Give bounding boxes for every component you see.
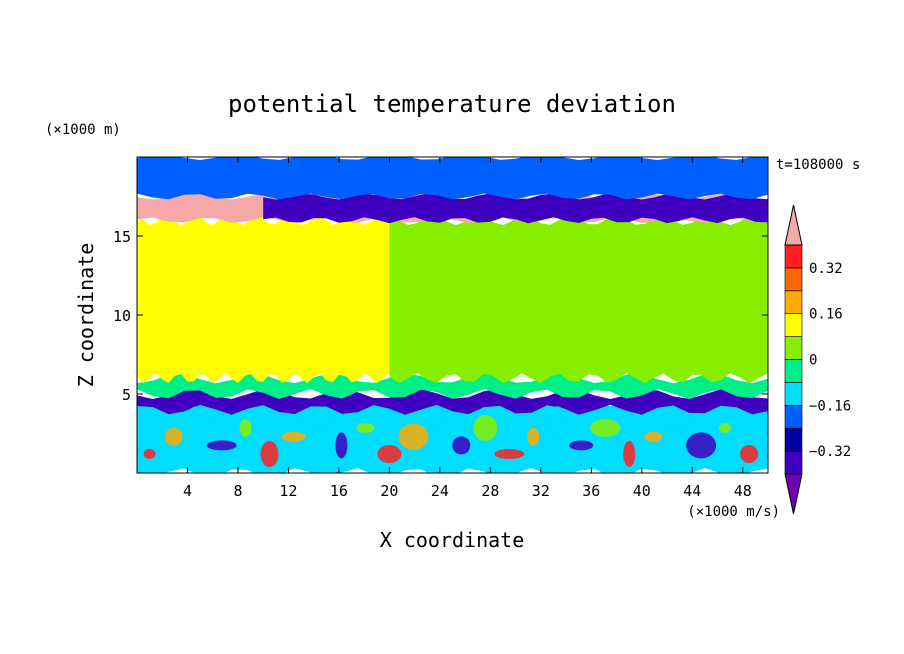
field-blob xyxy=(623,441,636,467)
field-blob xyxy=(164,427,183,446)
colorbar: 0.32 0.16 0 −0.16 −0.32 xyxy=(784,204,851,515)
y-tick-label: 10 xyxy=(113,307,131,325)
field-blob xyxy=(719,423,732,433)
field-blob xyxy=(398,423,429,450)
field-blob xyxy=(431,414,444,425)
colorbar-segment xyxy=(784,427,803,452)
colorbar-segment xyxy=(784,267,803,292)
region-mid-troposphere-east xyxy=(389,215,768,384)
colorbar-under-triangle xyxy=(784,473,803,515)
field-blob xyxy=(185,406,210,433)
field-blob xyxy=(302,410,333,429)
x-tick-label: 32 xyxy=(532,482,550,500)
field-blob xyxy=(686,432,717,459)
field-blob xyxy=(527,427,540,446)
x-tick-label: 44 xyxy=(683,482,701,500)
colorbar-label: 0 xyxy=(809,353,817,369)
field-blob xyxy=(143,449,156,459)
field-blob xyxy=(665,410,690,429)
x-tick-label: 16 xyxy=(330,482,348,500)
x-tick-label: 28 xyxy=(481,482,499,500)
field-blob xyxy=(494,449,525,459)
colorbar-segment xyxy=(784,336,803,360)
field-blob xyxy=(239,419,252,437)
field-blob xyxy=(377,445,402,463)
field-blob xyxy=(281,431,306,442)
region-cold-band-upper xyxy=(263,193,768,224)
field-blob xyxy=(452,436,471,455)
x-tick-label: 40 xyxy=(633,482,651,500)
colorbar-segment xyxy=(784,450,803,475)
colorbar-segment xyxy=(784,404,803,429)
chart-title: potential temperature deviation xyxy=(228,90,676,118)
y-unit-label: (×1000 m) xyxy=(45,122,121,138)
field-blob xyxy=(260,441,279,467)
colorbar-segment xyxy=(784,359,803,383)
colorbar-segment xyxy=(784,313,803,337)
region-mid-troposphere-west xyxy=(137,215,390,384)
region-stratosphere-layer xyxy=(137,157,768,200)
colorbar-segment xyxy=(784,244,803,269)
colorbar-label: 0.16 xyxy=(809,307,843,323)
field-blob xyxy=(206,440,237,451)
x-tick-label: 4 xyxy=(183,482,192,500)
colorbar-label: −0.16 xyxy=(809,398,851,414)
field-blob xyxy=(356,423,375,433)
x-unit-label: (×1000 m/s) xyxy=(687,504,780,520)
colorbar-over-triangle xyxy=(784,204,803,246)
field-blob xyxy=(473,415,498,441)
x-tick-label: 8 xyxy=(233,482,242,500)
colorbar-label: 0.32 xyxy=(809,261,843,277)
region-lower-boundary-layer xyxy=(137,396,768,473)
field-blob xyxy=(590,419,621,437)
x-tick-label: 20 xyxy=(380,482,398,500)
y-tick-label: 5 xyxy=(122,386,131,404)
y-tick-label: 15 xyxy=(113,228,131,246)
x-tick-label: 48 xyxy=(734,482,752,500)
field-blob xyxy=(548,406,567,433)
region-cold-layer xyxy=(137,389,768,415)
field-blob xyxy=(335,432,348,459)
field-blob xyxy=(569,440,594,451)
colorbar-segment xyxy=(784,382,803,406)
field-blob xyxy=(740,445,759,463)
time-label: t=108000 s xyxy=(776,157,860,173)
x-ticks: 4 8 12 16 20 24 28 32 36 40 44 48 xyxy=(183,157,752,500)
field-blob xyxy=(644,431,663,442)
y-axis-label: Z coordinate xyxy=(74,243,98,388)
colorbar-label: −0.32 xyxy=(809,444,851,460)
x-tick-label: 12 xyxy=(279,482,297,500)
x-tick-label: 24 xyxy=(431,482,449,500)
heatmap-field xyxy=(137,157,768,473)
region-transition-layer xyxy=(137,373,768,399)
x-tick-label: 36 xyxy=(582,482,600,500)
colorbar-segment xyxy=(784,290,803,314)
y-ticks: 5 10 15 xyxy=(113,228,768,404)
x-axis-label: X coordinate xyxy=(380,528,525,552)
